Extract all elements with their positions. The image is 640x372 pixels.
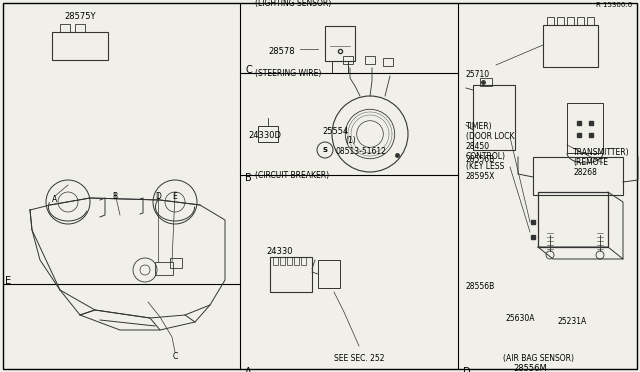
Bar xyxy=(301,257,306,265)
Bar xyxy=(270,257,312,292)
Bar xyxy=(538,192,608,247)
Bar xyxy=(280,257,285,265)
Text: 28556B: 28556B xyxy=(466,282,495,291)
Bar xyxy=(60,24,70,32)
Bar xyxy=(318,260,340,288)
Bar xyxy=(294,257,299,265)
Text: 24330: 24330 xyxy=(267,247,293,256)
Text: 08513-51612: 08513-51612 xyxy=(335,148,386,157)
Text: 25231A: 25231A xyxy=(558,317,588,326)
Bar xyxy=(75,24,85,32)
Text: D: D xyxy=(155,192,161,201)
Text: (CIRCUIT BREAKER): (CIRCUIT BREAKER) xyxy=(255,171,329,180)
Text: (KEY LESS: (KEY LESS xyxy=(466,162,504,171)
Bar xyxy=(567,17,574,25)
Bar xyxy=(287,257,292,265)
Text: C: C xyxy=(245,65,252,75)
Bar xyxy=(258,126,278,142)
Text: 28450: 28450 xyxy=(466,142,490,151)
Text: TIMER): TIMER) xyxy=(466,122,493,131)
Text: 28578: 28578 xyxy=(268,46,295,55)
Bar xyxy=(273,257,278,265)
Text: B: B xyxy=(113,192,118,201)
Bar xyxy=(473,85,515,150)
Text: 28556M: 28556M xyxy=(513,364,547,372)
Text: 25710: 25710 xyxy=(466,70,490,79)
Text: CONTROL): CONTROL) xyxy=(466,152,506,161)
Text: 25554: 25554 xyxy=(322,127,348,136)
Text: 28595X: 28595X xyxy=(466,172,495,181)
Bar xyxy=(332,61,348,73)
Text: E: E xyxy=(5,276,11,286)
Bar xyxy=(577,17,584,25)
Text: R 15300:0: R 15300:0 xyxy=(596,2,632,8)
Text: A: A xyxy=(245,367,252,372)
Bar xyxy=(170,258,182,268)
Text: 28575Y: 28575Y xyxy=(64,12,96,21)
Text: (DOOR LOCK: (DOOR LOCK xyxy=(466,132,515,141)
Bar xyxy=(587,17,594,25)
Text: SEE SEC. 252: SEE SEC. 252 xyxy=(333,354,384,363)
Bar xyxy=(543,25,598,67)
Bar xyxy=(52,32,108,60)
Text: A: A xyxy=(52,195,58,204)
Text: 25630A: 25630A xyxy=(506,314,536,323)
Text: S: S xyxy=(323,147,328,153)
Text: (STEERING WIRE): (STEERING WIRE) xyxy=(255,69,321,78)
Text: (AIR BAG SENSOR): (AIR BAG SENSOR) xyxy=(503,354,574,363)
Text: 28556B: 28556B xyxy=(466,155,495,164)
Bar xyxy=(547,17,554,25)
Text: D: D xyxy=(463,367,470,372)
Text: 24330D: 24330D xyxy=(248,131,281,141)
Bar xyxy=(383,58,393,66)
Text: 28268: 28268 xyxy=(573,168,597,177)
Text: B: B xyxy=(245,173,252,183)
Text: TRANSMITTER): TRANSMITTER) xyxy=(573,148,630,157)
Bar xyxy=(343,56,353,64)
Text: (REMOTE: (REMOTE xyxy=(573,158,608,167)
Text: (LIGHTING SENSOR): (LIGHTING SENSOR) xyxy=(255,0,332,8)
Bar xyxy=(557,17,564,25)
Bar xyxy=(365,56,375,64)
Bar xyxy=(480,78,492,86)
Bar xyxy=(533,157,623,195)
Bar xyxy=(155,262,173,275)
Text: (1): (1) xyxy=(345,137,356,145)
Bar xyxy=(567,103,603,153)
Text: C: C xyxy=(172,352,178,361)
Text: E: E xyxy=(173,192,177,201)
Bar xyxy=(325,26,355,61)
